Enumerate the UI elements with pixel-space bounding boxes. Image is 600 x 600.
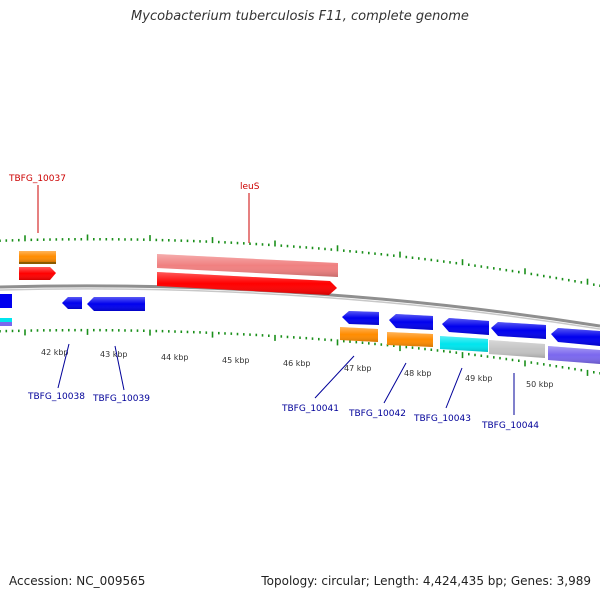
gene-TBFG_10041-orange-shade [340, 327, 378, 342]
gene-edge-slate[interactable] [0, 322, 12, 326]
genes-reverse [0, 294, 600, 364]
accession-label: Accession: NC_009565 [9, 574, 146, 588]
scale-label: 44 kbp [161, 353, 189, 362]
gene-orange-shade [19, 251, 56, 262]
leader-line [314, 355, 355, 399]
gene-edge-cyan[interactable] [0, 318, 12, 322]
gene-TBFG_10044-gray-shade [489, 340, 545, 358]
tick-row-inner [0, 328, 600, 376]
gene-TBFG_10038-shade [62, 297, 82, 309]
gene-orange-base [19, 262, 56, 264]
scale-label: 47 kbp [344, 364, 372, 373]
gene-labels-inner: TBFG_10038 TBFG_10039 TBFG_10041 TBFG_10… [27, 343, 539, 431]
leader-line [57, 343, 70, 389]
scale-label: 43 kbp [100, 350, 128, 359]
map-title: Mycobacterium tuberculosis F11, complete… [131, 9, 469, 24]
leader-line [383, 362, 407, 404]
gene-label-TBFG_10039[interactable]: TBFG_10039 [92, 394, 150, 404]
gene-label-TBFG_10041[interactable]: TBFG_10041 [281, 404, 339, 414]
scale-label: 45 kbp [222, 356, 250, 365]
tick-row-outer [0, 234, 600, 287]
gene-label-TBFG_10044[interactable]: TBFG_10044 [481, 421, 539, 431]
scale-label: 48 kbp [404, 369, 432, 378]
gene-label-TBFG_10043[interactable]: TBFG_10043 [413, 414, 471, 424]
scale-label: 42 kbp [41, 348, 69, 357]
gene-TBFG_10041-shade [342, 311, 379, 325]
gene-label-TBFG_10038[interactable]: TBFG_10038 [27, 392, 85, 402]
genes-forward [19, 251, 338, 295]
scale-label: 46 kbp [283, 359, 311, 368]
gene-labels-outer: TBFG_10037 leuS [8, 174, 260, 243]
gene-label-TBFG_10042[interactable]: TBFG_10042 [348, 409, 406, 419]
gene-TBFG_10042-shade [389, 314, 433, 330]
gene-TBFG_10039-shade [87, 297, 145, 311]
gene-TBFG_10043-cyan-shade [440, 336, 488, 352]
gene-leuS-shade [157, 272, 337, 295]
gene-edge-blue[interactable] [0, 294, 12, 308]
gene-edge-right-slate-shade [548, 346, 600, 364]
backbone-shadow [0, 288, 600, 330]
leader-line [445, 367, 463, 409]
leader-line [114, 345, 125, 391]
gene-TBFG_10043-shade [442, 318, 489, 335]
gene-TBFG_10044-shade [491, 322, 546, 339]
gene-leuS-pink-shade [157, 254, 338, 277]
scale-label: 50 kbp [526, 380, 554, 389]
gene-TBFG_10042-orange-shade [387, 332, 433, 347]
scale-label: 49 kbp [465, 374, 493, 383]
gene-label-leuS[interactable]: leuS [240, 182, 260, 192]
genome-summary: Topology: circular; Length: 4,424,435 bp… [261, 574, 591, 588]
gene-edge-right-blue-shade [551, 328, 600, 346]
gene-red-small-shade [19, 267, 56, 280]
scale-labels: 42 kbp 43 kbp 44 kbp 45 kbp 46 kbp 47 kb… [41, 348, 554, 389]
gene-label-TBFG_10037[interactable]: TBFG_10037 [8, 174, 66, 184]
